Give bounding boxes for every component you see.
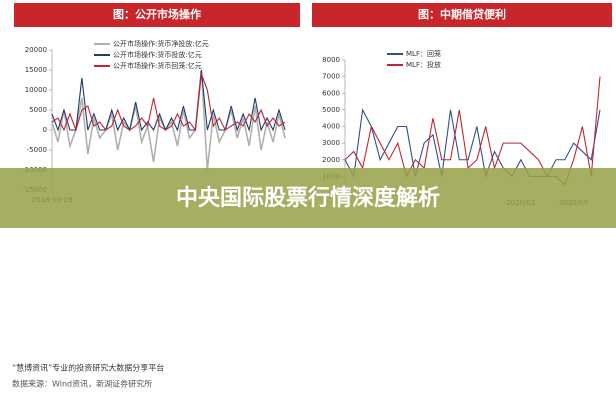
legend-label: 公开市场操作:货币投放:亿元	[113, 50, 202, 59]
y-tick-label: 0	[43, 126, 47, 134]
y-tick-label: 20000	[25, 46, 47, 54]
panel-header	[14, 3, 300, 27]
chart-title: 图：中期借贷便利	[418, 7, 506, 21]
banner-band	[0, 168, 616, 228]
panel-header	[312, 3, 612, 27]
banner-title: 中央国际股票行情深度解析	[176, 185, 440, 211]
chart-title: 图：公开市场操作	[113, 7, 201, 21]
series-line	[51, 69, 286, 171]
y-tick-label: 8000	[322, 56, 340, 64]
y-tick-label: 7000	[322, 73, 340, 81]
legend-label: MLF：回笼	[406, 49, 441, 58]
y-tick-label: 5000	[29, 106, 47, 114]
legend-label: 公开市场操作:货币回笼:亿元	[113, 61, 202, 70]
series-line	[51, 73, 286, 132]
footer-line: 数据来源：Wind资讯，新湖证券研究所	[12, 379, 152, 389]
legend-label: MLF：投放	[406, 60, 441, 69]
y-tick-label: -5000	[27, 146, 47, 154]
y-tick-label: 6000	[322, 89, 340, 97]
y-tick-label: 5000	[322, 106, 340, 114]
legend-label: 公开市场操作:货币净投放:亿元	[113, 39, 209, 48]
y-tick-label: 15000	[25, 66, 47, 74]
y-tick-label: 10000	[25, 86, 47, 94]
y-tick-label: 2000	[322, 156, 340, 164]
y-tick-label: 4000	[322, 123, 340, 131]
series-line	[51, 69, 286, 133]
series-line	[344, 108, 601, 179]
y-tick-label: 3000	[322, 139, 340, 147]
footer-line: “慧博资讯”专业的投资研究大数据分享平台	[12, 363, 164, 373]
